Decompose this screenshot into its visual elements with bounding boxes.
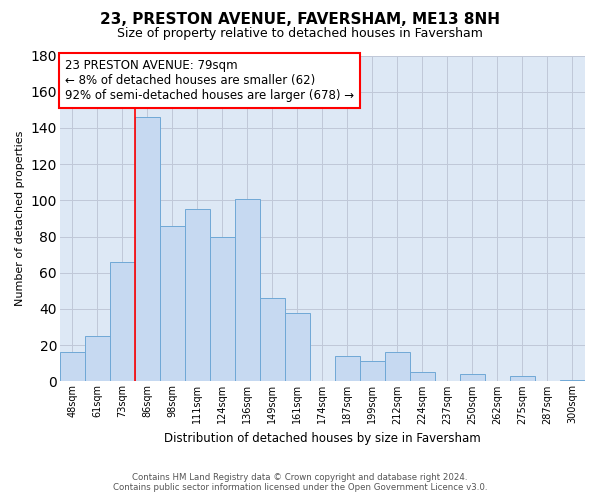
Text: 23 PRESTON AVENUE: 79sqm
← 8% of detached houses are smaller (62)
92% of semi-de: 23 PRESTON AVENUE: 79sqm ← 8% of detache… bbox=[65, 59, 354, 102]
Bar bbox=[185, 210, 210, 382]
Y-axis label: Number of detached properties: Number of detached properties bbox=[15, 131, 25, 306]
Bar bbox=[260, 298, 285, 382]
Bar bbox=[360, 362, 385, 382]
Text: 23, PRESTON AVENUE, FAVERSHAM, ME13 8NH: 23, PRESTON AVENUE, FAVERSHAM, ME13 8NH bbox=[100, 12, 500, 28]
Bar bbox=[510, 376, 535, 382]
Bar bbox=[460, 374, 485, 382]
Bar bbox=[160, 226, 185, 382]
Bar bbox=[385, 352, 410, 382]
Bar bbox=[60, 352, 85, 382]
Text: Contains HM Land Registry data © Crown copyright and database right 2024.
Contai: Contains HM Land Registry data © Crown c… bbox=[113, 473, 487, 492]
Bar bbox=[560, 380, 585, 382]
Text: Size of property relative to detached houses in Faversham: Size of property relative to detached ho… bbox=[117, 28, 483, 40]
Bar bbox=[85, 336, 110, 382]
Bar bbox=[135, 117, 160, 382]
Bar bbox=[235, 198, 260, 382]
Bar bbox=[110, 262, 135, 382]
Bar bbox=[210, 236, 235, 382]
Bar bbox=[410, 372, 435, 382]
X-axis label: Distribution of detached houses by size in Faversham: Distribution of detached houses by size … bbox=[164, 432, 481, 445]
Bar bbox=[285, 312, 310, 382]
Bar bbox=[335, 356, 360, 382]
